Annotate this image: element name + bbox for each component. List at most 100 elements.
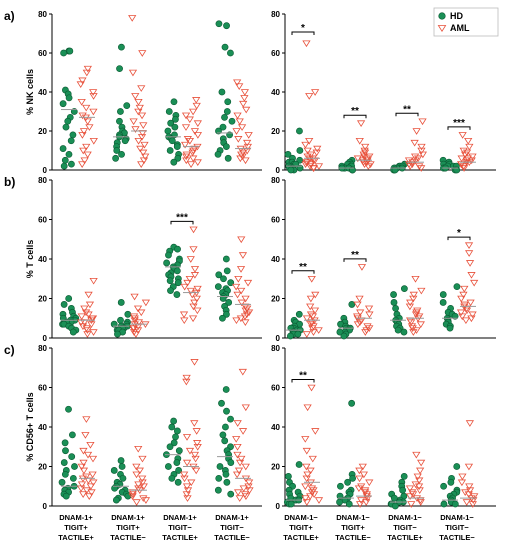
aml-point xyxy=(89,89,98,96)
aml-point xyxy=(87,489,96,496)
hd-point xyxy=(113,147,121,154)
y-axis-label-0: % NK cells xyxy=(25,69,35,115)
aml-point xyxy=(417,147,426,155)
aml-point xyxy=(362,491,371,498)
hd-point xyxy=(222,386,230,393)
category-label-line: TACTILE− xyxy=(110,533,146,542)
aml-point xyxy=(76,485,86,493)
aml-point xyxy=(182,374,191,382)
significance-bracket xyxy=(291,31,315,35)
aml-point xyxy=(190,299,199,307)
aml-point xyxy=(245,309,254,317)
y-tick-label: 20 xyxy=(271,463,280,472)
hd-point xyxy=(117,299,125,306)
hd-point xyxy=(117,457,125,464)
aml-point xyxy=(141,153,150,161)
aml-point xyxy=(244,132,253,139)
aml-point xyxy=(80,305,89,313)
hd-point xyxy=(221,437,229,445)
hd-point xyxy=(61,156,69,164)
y-tick-label: 0 xyxy=(43,166,48,175)
aml-point xyxy=(180,141,190,149)
aml-point xyxy=(179,311,189,319)
aml-point xyxy=(366,161,375,168)
aml-point xyxy=(182,153,191,161)
y-tick-label: 60 xyxy=(38,216,47,225)
hd-point xyxy=(221,43,229,51)
aml-point xyxy=(188,149,197,157)
hd-point xyxy=(223,310,230,318)
aml-point xyxy=(130,315,139,323)
aml-point xyxy=(240,89,249,96)
aml-point xyxy=(417,459,426,467)
hd-point xyxy=(68,453,76,461)
aml-point xyxy=(134,481,143,489)
aml-point xyxy=(189,303,198,311)
category-label: DNAM-1+ TIGIT+ TACTILE− xyxy=(110,513,146,542)
y-tick-label: 60 xyxy=(271,49,280,58)
aml-point xyxy=(82,487,91,495)
hd-point xyxy=(223,267,231,275)
aml-point xyxy=(141,299,151,307)
legend-marker-aml xyxy=(437,25,447,32)
category-label-line: DNAM-1+ xyxy=(59,513,93,522)
hd-point xyxy=(392,304,399,312)
aml-point xyxy=(233,451,242,459)
aml-point xyxy=(78,112,87,120)
significance-label: ** xyxy=(403,104,411,115)
aml-point xyxy=(232,317,241,325)
hd-point xyxy=(119,474,127,482)
aml-point xyxy=(464,137,473,145)
aml-point xyxy=(236,155,245,163)
aml-point xyxy=(243,279,253,287)
category-label-line: TIGIT+ xyxy=(289,523,313,532)
hd-point xyxy=(218,88,226,96)
hd-point xyxy=(224,154,232,162)
aml-point xyxy=(138,455,147,463)
aml-point xyxy=(135,104,144,112)
hd-point xyxy=(286,332,294,340)
y-tick-label: 40 xyxy=(271,255,280,264)
aml-point xyxy=(411,275,420,283)
aml-point xyxy=(459,165,469,172)
hd-point xyxy=(61,470,69,478)
aml-point xyxy=(301,141,310,149)
aml-point xyxy=(411,481,420,489)
panel-letter-1: b) xyxy=(4,175,15,189)
hd-point xyxy=(174,478,182,486)
aml-point xyxy=(406,299,415,307)
aml-point xyxy=(239,485,248,493)
aml-point xyxy=(355,137,364,145)
aml-point xyxy=(89,479,98,487)
y-tick-label: 60 xyxy=(38,384,47,393)
significance-bracket xyxy=(291,379,315,383)
aml-point xyxy=(308,313,318,321)
aml-point xyxy=(190,359,199,366)
aml-point xyxy=(189,147,198,155)
hd-point xyxy=(124,310,132,318)
aml-point xyxy=(468,311,477,319)
hd-point xyxy=(296,127,303,135)
aml-point xyxy=(356,309,365,317)
category-label-line: DNAM-1− xyxy=(284,513,318,522)
significance-label: * xyxy=(301,23,305,34)
aml-point xyxy=(132,471,141,479)
aml-point xyxy=(410,139,419,147)
category-label-line: DNAM-1+ xyxy=(163,513,197,522)
aml-point xyxy=(233,79,242,87)
aml-point xyxy=(180,283,189,291)
aml-point xyxy=(188,315,198,323)
hd-point xyxy=(172,115,179,123)
hd-point xyxy=(227,459,235,466)
aml-point xyxy=(78,161,87,168)
hd-point xyxy=(65,150,73,158)
hd-point xyxy=(171,123,179,131)
significance-bracket xyxy=(447,236,471,241)
y-tick-label: 40 xyxy=(38,88,47,97)
aml-point xyxy=(232,283,241,291)
hd-point xyxy=(214,150,222,158)
hd-point xyxy=(221,113,228,121)
aml-point xyxy=(314,327,323,334)
aml-point xyxy=(405,493,415,500)
significance-label: ** xyxy=(299,371,307,382)
